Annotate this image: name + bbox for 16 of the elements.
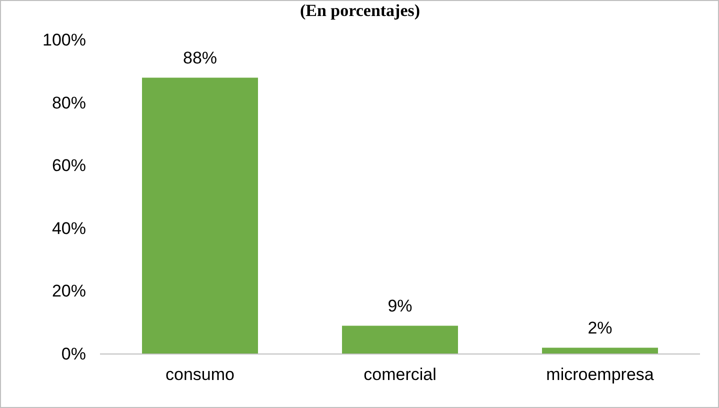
y-tick-label: 100%: [42, 30, 86, 50]
x-tick-label: comercial: [364, 365, 436, 384]
y-tick-label: 60%: [52, 156, 86, 176]
x-tick-label: consumo: [166, 365, 234, 384]
data-label: 88%: [182, 48, 218, 68]
bar: [342, 326, 458, 354]
y-tick-label: 20%: [52, 282, 86, 301]
bar: [542, 348, 658, 354]
y-tick-label: 80%: [52, 93, 86, 112]
bar: [142, 78, 258, 354]
chart-title: (En porcentajes): [300, 1, 420, 20]
data-label: 2%: [588, 318, 612, 338]
data-label: 9%: [388, 296, 412, 316]
y-tick-label: 40%: [52, 218, 86, 238]
x-tick-label: microempresa: [546, 365, 654, 384]
y-tick-label: 0%: [61, 344, 86, 364]
